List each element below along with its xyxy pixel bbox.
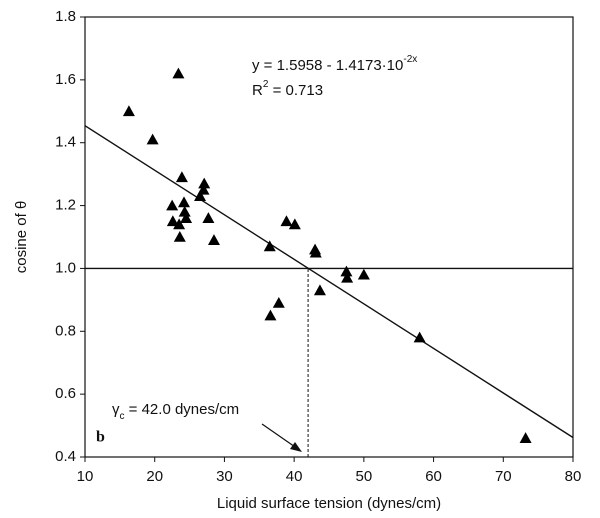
y-tick-label: 1.8 — [55, 8, 76, 25]
point — [197, 183, 210, 195]
gamma: γ — [112, 401, 120, 418]
x-tick-label: 80 — [565, 468, 582, 485]
point — [313, 284, 326, 296]
y-tick-label: 0.8 — [55, 322, 76, 339]
r-symbol: R — [252, 82, 263, 99]
x-tick-label: 70 — [495, 468, 512, 485]
point — [263, 240, 276, 252]
annotation: γc = 42.0 dynes/cm — [112, 401, 239, 422]
y-tick-label: 1.0 — [55, 259, 76, 276]
equation: y = 1.5958 - 1.4173·10-2x — [252, 54, 417, 74]
point — [207, 234, 220, 245]
x-tick-label: 30 — [216, 468, 233, 485]
point — [177, 196, 190, 208]
point — [519, 432, 532, 443]
line — [84, 125, 574, 439]
point — [178, 205, 191, 217]
point — [194, 190, 207, 201]
point — [166, 215, 179, 227]
y-axis-label: cosine of θ — [13, 201, 30, 274]
point — [357, 268, 370, 280]
y-tick-label: 1.6 — [55, 71, 76, 88]
point — [172, 67, 185, 79]
r-squared: R2 = 0.713 — [252, 79, 323, 99]
point — [288, 218, 301, 230]
point — [340, 265, 353, 277]
point — [202, 212, 215, 223]
r-value: = 0.713 — [268, 82, 323, 99]
plot-frame — [84, 16, 574, 458]
y-tick-label: 0.4 — [55, 448, 76, 465]
annotation-arrow — [261, 423, 299, 450]
r-exponent: 2 — [263, 79, 269, 90]
y-tick-label: 0.6 — [55, 385, 76, 402]
x-tick-label: 20 — [146, 468, 163, 485]
point — [173, 231, 186, 242]
equation-exponent: -2x — [403, 54, 417, 65]
point — [413, 331, 426, 343]
y-tick-label: 1.2 — [55, 197, 76, 214]
point — [173, 218, 186, 230]
point — [122, 105, 135, 117]
x-tick-label: 60 — [425, 468, 442, 485]
point — [180, 212, 193, 223]
point — [309, 246, 322, 258]
point — [146, 133, 159, 145]
x-axis-label: Liquid surface tension (dynes/cm) — [217, 495, 441, 512]
point — [280, 215, 293, 227]
point — [166, 199, 179, 211]
x-tick-label: 10 — [77, 468, 94, 485]
equation-main: y = 1.5958 - 1.4173·10 — [252, 57, 403, 74]
point — [341, 271, 354, 283]
x-tick-label: 40 — [286, 468, 303, 485]
gamma-sub: c — [120, 411, 125, 422]
point — [264, 309, 277, 321]
y-tick-label: 1.4 — [55, 134, 76, 151]
annotation-text: = 42.0 dynes/cm — [125, 401, 240, 418]
point — [198, 177, 211, 189]
x-tick-label: 50 — [356, 468, 373, 485]
point — [175, 171, 188, 183]
point — [272, 297, 285, 308]
arrow-head — [290, 442, 302, 452]
panel-label: b — [96, 429, 105, 446]
